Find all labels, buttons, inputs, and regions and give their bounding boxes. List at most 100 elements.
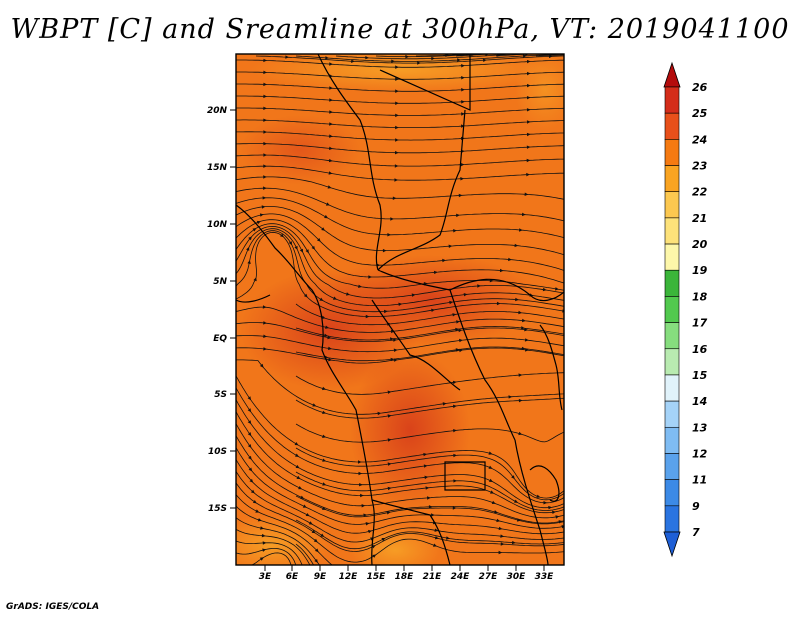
streamline-arrowhead <box>431 308 435 312</box>
streamline-arrowhead <box>313 566 316 570</box>
streamline-arrowhead <box>455 327 459 332</box>
streamline-arrowhead <box>518 310 522 315</box>
streamline-arrowhead <box>523 54 527 58</box>
lat-label: EQ <box>213 334 227 344</box>
streamline <box>236 482 564 552</box>
streamline-arrowhead <box>489 478 493 482</box>
lat-label: 15S <box>208 504 227 514</box>
streamline-arrowhead <box>329 62 333 66</box>
streamline-arrowhead <box>449 300 454 305</box>
streamline-arrowhead <box>387 390 392 394</box>
streamline-arrowhead <box>328 346 332 351</box>
streamline-arrowhead <box>445 54 449 57</box>
streamline-arrowhead <box>262 305 267 309</box>
streamline-arrowhead <box>526 158 531 163</box>
streamline-arrowhead <box>498 550 503 555</box>
colorbar-segment <box>664 400 680 428</box>
streamline-arrowhead <box>384 309 388 314</box>
streamline-arrowhead <box>511 475 515 480</box>
streamline <box>236 306 564 333</box>
lon-label: 33E <box>535 572 555 582</box>
streamline <box>236 119 564 128</box>
streamline-arrowhead <box>322 386 326 391</box>
streamline-arrowhead <box>431 513 435 517</box>
streamline <box>236 335 564 353</box>
streamline-arrowhead <box>392 196 397 200</box>
streamline-arrowhead <box>461 124 465 128</box>
streamline-arrowhead <box>247 396 251 401</box>
streamline-arrowhead <box>461 64 465 68</box>
streamline-arrowhead <box>321 227 326 231</box>
streamline-arrowhead <box>434 528 439 532</box>
streamline-arrowhead <box>263 186 267 190</box>
streamline-arrowhead <box>458 193 463 198</box>
streamline-arrowhead <box>459 348 463 353</box>
streamline-arrowhead <box>518 398 523 403</box>
streamline <box>236 528 311 565</box>
streamline-arrowhead <box>314 548 319 553</box>
streamline-arrowhead <box>511 50 515 54</box>
streamline-arrowhead <box>263 58 267 63</box>
streamline <box>236 398 564 509</box>
streamline-arrowhead <box>461 100 465 104</box>
streamline-arrowhead <box>395 150 399 155</box>
streamline <box>236 187 564 222</box>
streamline <box>236 422 564 519</box>
streamline <box>416 54 476 57</box>
streamline-arrowhead <box>263 118 267 122</box>
colorbar-label: 13 <box>692 421 708 434</box>
streamline-arrowhead <box>423 452 428 457</box>
colorbar: 26 25 24 23 22 21 20 19 18 17 16 15 14 13 12 11 9 7 <box>663 61 708 558</box>
streamline-arrowhead <box>386 511 391 515</box>
streamline-arrowhead <box>360 493 364 498</box>
streamline-arrowhead <box>327 335 332 340</box>
streamline-arrowhead <box>295 453 299 457</box>
streamline-arrowhead <box>522 318 526 323</box>
colorbar-label: 21 <box>692 212 707 225</box>
colorbar-label: 25 <box>692 107 708 120</box>
streamline-arrowhead <box>351 59 355 63</box>
streamline-arrowhead <box>247 260 251 264</box>
streamline-arrowhead <box>395 101 399 105</box>
streamline-arrowhead <box>322 458 327 462</box>
streamline-arrowhead <box>508 257 512 262</box>
map-frame <box>235 53 565 566</box>
streamline-arrowhead <box>329 98 333 102</box>
streamline-arrowhead <box>358 284 362 288</box>
streamline-arrowhead <box>253 277 257 282</box>
streamline-arrowhead <box>346 292 350 296</box>
streamline <box>236 206 564 256</box>
streamline-arrowhead <box>491 500 496 504</box>
streamline-arrowhead <box>521 326 525 330</box>
streamline-arrowhead <box>395 125 399 130</box>
streamline-arrowhead <box>329 110 333 114</box>
streamline-arrowhead <box>325 325 329 329</box>
streamline-arrowhead <box>455 348 460 352</box>
streamline-arrowhead <box>459 338 463 343</box>
streamline-arrowhead <box>262 541 267 545</box>
colorbar-label: 19 <box>692 264 708 277</box>
streamline-arrowhead <box>527 59 531 64</box>
streamline-arrowhead <box>322 506 326 510</box>
streamline-arrowhead <box>250 489 255 494</box>
colorbar-label: 9 <box>692 500 700 513</box>
streamline-arrowhead <box>423 464 428 468</box>
streamline-arrowhead <box>382 248 387 253</box>
colorbar-label: 26 <box>692 81 708 94</box>
streamline <box>495 54 535 57</box>
streamline-arrowhead <box>329 134 333 138</box>
streamline-arrowhead <box>563 50 567 54</box>
streamline-arrowhead <box>377 411 382 416</box>
streamline <box>236 165 564 181</box>
lon-label: 9E <box>314 572 327 582</box>
streamline-arrowhead <box>263 321 267 325</box>
streamline <box>236 230 564 313</box>
streamline-arrowhead <box>537 49 541 53</box>
streamline <box>236 131 564 141</box>
streamline-arrowhead <box>247 432 252 437</box>
streamline-arrowhead <box>524 192 529 196</box>
streamline-arrowhead <box>456 213 460 218</box>
streamline <box>295 495 564 525</box>
streamline-arrowhead <box>524 338 529 342</box>
